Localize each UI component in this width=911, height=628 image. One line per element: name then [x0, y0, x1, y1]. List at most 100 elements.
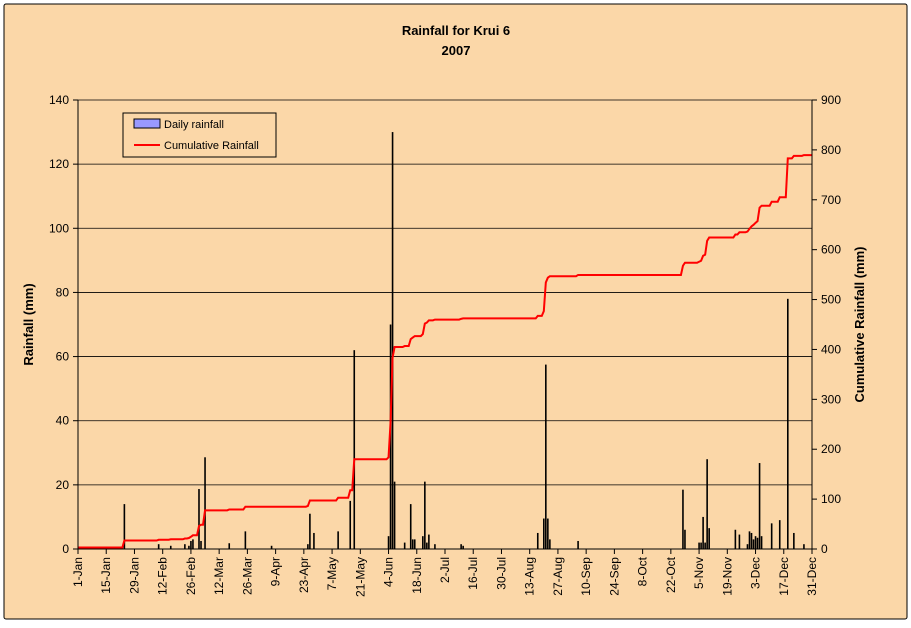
daily-rainfall-bar: [536, 532, 539, 549]
gridlines: [78, 99, 812, 486]
daily-rainfall-bar: [778, 520, 781, 549]
daily-rainfall-bar: [752, 539, 755, 549]
daily-rainfall-bar: [698, 542, 700, 549]
x-tick-label: 18-Jun: [410, 557, 424, 594]
daily-rainfall-bar: [545, 364, 547, 549]
y-tick-label: 100: [49, 221, 69, 235]
daily-rainfall-bar: [424, 481, 426, 549]
daily-rainfall-bar: [700, 542, 702, 549]
y-tick-label: 120: [49, 157, 69, 171]
chart-legend: Daily rainfall Cumulative Rainfall: [122, 112, 277, 158]
y2-tick-label: 100: [821, 492, 841, 506]
daily-rainfall-bar: [460, 544, 462, 549]
daily-rainfall-bar: [549, 539, 551, 549]
x-tick-label: 27-Aug: [551, 557, 565, 596]
daily-rainfall-bar: [754, 536, 757, 549]
y2-tick-label: 700: [821, 193, 841, 207]
y-tick-label: 80: [56, 285, 70, 299]
y-tick-label: 60: [56, 350, 70, 364]
daily-rainfall-bar: [157, 544, 160, 549]
x-tick-label: 15-Jan: [99, 557, 113, 594]
y2-tick-label: 200: [821, 442, 841, 456]
daily-rainfall-bar: [391, 132, 394, 549]
daily-rainfall-bar: [387, 536, 390, 549]
x-tick-label: 10-Sep: [579, 557, 593, 596]
x-tick-label: 7-May: [325, 557, 339, 590]
daily-rainfall-bar: [746, 544, 749, 549]
daily-rainfall-bar: [428, 534, 430, 549]
legend-daily-rainfall-swatch: [133, 118, 161, 129]
x-tick-label: 19-Nov: [720, 557, 734, 596]
legend-daily-rainfall-label: Daily rainfall: [164, 119, 224, 131]
y-tick-label: 140: [49, 93, 69, 107]
x-tick-label: 26-Mar: [240, 557, 254, 595]
daily-rainfall-bar: [123, 504, 126, 549]
daily-rainfall-bar: [758, 463, 761, 549]
daily-rainfall-bar: [734, 529, 737, 549]
y2-tick-label: 600: [821, 243, 841, 257]
x-tick-label: 13-Aug: [523, 557, 537, 596]
x-tick-label: 12-Mar: [212, 557, 226, 595]
x-tick-label: 3-Dec: [749, 557, 763, 589]
daily-rainfall-bar: [547, 518, 549, 549]
daily-rainfall-bar: [188, 545, 190, 549]
x-tick-label: 12-Feb: [156, 557, 170, 595]
y2-tick-label: 300: [821, 392, 841, 406]
daily-rainfall-bar: [413, 539, 416, 549]
daily-rainfall-bar: [770, 523, 773, 549]
x-tick-label: 4-Jun: [382, 557, 396, 587]
x-tick-label: 29-Jan: [127, 557, 141, 594]
daily-rainfall-bar: [803, 544, 805, 549]
daily-rainfall-bar: [411, 539, 414, 549]
daily-rainfall-bars: [123, 132, 805, 549]
daily-rainfall-bar: [748, 531, 751, 549]
daily-rainfall-bar: [403, 542, 406, 549]
chart-subtitle: 2007: [442, 43, 471, 58]
daily-rainfall-bar: [708, 528, 710, 549]
daily-rainfall-bar: [270, 545, 273, 549]
cumulative-rainfall-line: [78, 154, 812, 549]
axes: 0 20 40 60 80 100 120 140 0 100 200 300 400 500 600 700…: [49, 93, 841, 597]
daily-rainfall-bar: [169, 545, 172, 549]
y-tick-label: 20: [56, 478, 70, 492]
daily-rainfall-bar: [244, 531, 247, 549]
daily-rainfall-bar: [228, 543, 231, 549]
x-tick-label: 30-Jul: [494, 557, 508, 590]
y2-tick-label: 900: [821, 93, 841, 107]
x-tick-label: 5-Nov: [692, 557, 706, 589]
daily-rainfall-bar: [200, 540, 202, 549]
cumulative-rainfall-line-group: [78, 154, 812, 549]
daily-rainfall-bar: [760, 536, 763, 549]
daily-rainfall-bar: [198, 489, 200, 549]
daily-rainfall-bar: [682, 489, 684, 549]
x-tick-label: 24-Sep: [607, 557, 621, 596]
daily-rainfall-bar: [422, 536, 424, 549]
x-tick-label: 26-Feb: [184, 557, 198, 595]
y2-tick-label: 0: [821, 542, 828, 556]
plot-area: [78, 100, 812, 549]
daily-rainfall-bar: [353, 350, 356, 549]
y-axis-label: Rainfall (mm): [21, 283, 36, 365]
x-tick-label: 21-May: [353, 557, 367, 597]
daily-rainfall-bar: [577, 540, 579, 549]
y2-tick-label: 500: [821, 293, 841, 307]
daily-rainfall-bar: [702, 516, 704, 549]
daily-rainfall-bar: [756, 537, 759, 549]
x-tick-label: 1-Jan: [71, 557, 85, 587]
daily-rainfall-bar: [190, 540, 192, 549]
daily-rainfall-bar: [192, 539, 194, 549]
x-tick-label: 31-Dec: [805, 557, 819, 596]
y2-axis-label: Cumulative Rainfall (mm): [852, 246, 867, 402]
daily-rainfall-bar: [307, 544, 309, 549]
daily-rainfall-bar: [337, 531, 339, 549]
chart-title: Rainfall for Krui 6: [402, 23, 510, 38]
x-tick-label: 16-Jul: [466, 557, 480, 590]
y-tick-label: 40: [56, 414, 70, 428]
daily-rainfall-bar: [787, 298, 789, 549]
daily-rainfall-bar: [738, 534, 741, 549]
daily-rainfall-bar: [409, 504, 412, 549]
daily-rainfall-bar: [684, 529, 686, 549]
daily-rainfall-bar: [434, 544, 436, 549]
